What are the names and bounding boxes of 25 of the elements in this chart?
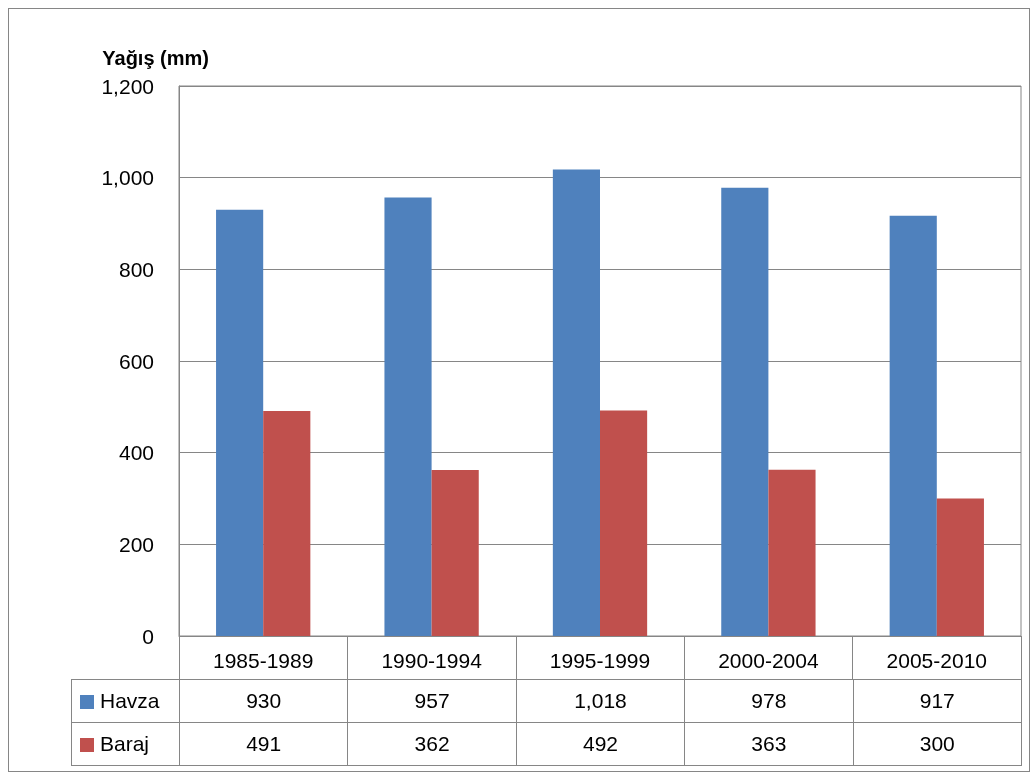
y-tick-label: 200 [118, 532, 154, 556]
y-tick-label: 400 [118, 441, 154, 465]
x-tick-label: 2005-2010 [886, 649, 988, 672]
data-label: 1,018 [516, 679, 685, 723]
y-tick-label: 1,000 [101, 166, 154, 190]
legend-label: Baraj [100, 732, 150, 756]
y-tick-label: 1,200 [101, 74, 154, 98]
data-label: 363 [684, 722, 854, 766]
data-label: 362 [347, 722, 517, 766]
y-tick-label: 0 [142, 624, 154, 648]
data-label: 492 [516, 722, 685, 766]
legend-label: Havza [100, 689, 160, 713]
data-label: 930 [179, 679, 348, 723]
y-axis-title: Yağış (mm) [102, 47, 209, 69]
y-tick-label: 600 [118, 349, 154, 373]
x-tick-label: 1995-1999 [549, 649, 651, 672]
x-tick-label: 1990-1994 [381, 649, 483, 672]
x-tick-label: 1985-1989 [212, 649, 314, 672]
data-label: 491 [179, 722, 348, 766]
data-label: 978 [684, 679, 854, 723]
data-label: 957 [347, 679, 517, 723]
data-label: 300 [853, 722, 1022, 766]
x-tick-label: 2000-2004 [718, 649, 819, 672]
data-label: 917 [853, 679, 1022, 723]
y-tick-label: 800 [118, 257, 154, 281]
